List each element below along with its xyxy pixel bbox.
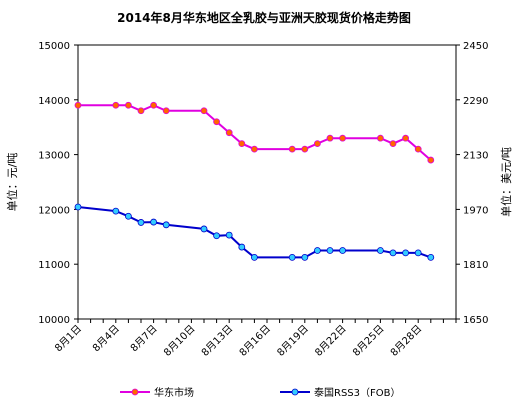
left-tick-label: 11000 <box>38 260 70 271</box>
right-tick-label: 1650 <box>463 315 488 326</box>
data-point <box>250 145 258 153</box>
data-point <box>301 253 309 261</box>
data-point <box>326 134 334 142</box>
data-point <box>402 134 410 142</box>
data-point <box>250 253 258 261</box>
data-point <box>225 231 233 239</box>
data-point <box>238 243 246 251</box>
right-tick-label: 1970 <box>463 205 488 216</box>
data-point <box>339 247 347 254</box>
data-point <box>427 253 435 261</box>
data-point <box>213 232 221 240</box>
data-point <box>200 225 208 233</box>
left-tick-label: 12000 <box>38 205 70 216</box>
data-point <box>326 247 334 254</box>
data-point <box>162 221 170 229</box>
series-layer <box>74 101 435 261</box>
right-tick-label: 2450 <box>463 41 488 52</box>
data-point <box>414 145 422 153</box>
data-point <box>339 134 347 142</box>
data-point <box>288 145 296 153</box>
x-tick-label: 8月13日 <box>199 323 235 359</box>
x-tick-label: 8月16日 <box>237 323 273 359</box>
data-point <box>313 247 321 254</box>
data-point <box>376 134 384 142</box>
left-tick-label: 13000 <box>38 151 70 162</box>
data-point <box>213 118 221 126</box>
data-point <box>313 140 321 148</box>
data-point <box>238 140 246 148</box>
data-point <box>200 107 208 115</box>
data-point <box>402 249 410 257</box>
axes <box>74 44 460 323</box>
left-tick-label: 15000 <box>38 41 70 52</box>
data-point <box>414 249 422 257</box>
data-point <box>376 247 384 254</box>
data-point <box>137 219 145 226</box>
data-point <box>74 203 82 211</box>
data-point <box>389 140 397 148</box>
right-tick-label: 2290 <box>463 96 488 107</box>
right-axis-label: 单位：美元/吨 <box>499 147 513 217</box>
chart-title: 2014年8月华东地区全乳胶与亚洲天胶现货价格走势图 <box>117 10 411 25</box>
x-tick-label: 8月22日 <box>313 323 349 359</box>
series-2 <box>74 203 435 261</box>
x-tick-label: 8月4日 <box>90 323 122 355</box>
x-tick-label: 8月1日 <box>52 323 84 355</box>
x-tick-label: 8月25日 <box>350 323 386 359</box>
x-tick-label: 8月7日 <box>128 323 160 355</box>
data-point <box>389 249 397 257</box>
legend-swatch-marker <box>131 388 139 396</box>
series-1 <box>74 101 435 164</box>
data-point <box>301 145 309 153</box>
data-point <box>162 107 170 115</box>
legend-label: 华东市场 <box>154 386 194 399</box>
data-point <box>150 218 158 226</box>
plot-frame <box>77 44 457 320</box>
left-tick-label: 14000 <box>38 96 70 107</box>
data-point <box>112 207 120 215</box>
x-tick-label: 8月19日 <box>275 323 311 359</box>
data-point <box>288 253 296 261</box>
x-tick-label: 8月10日 <box>161 323 197 359</box>
legend-item-1: 华东市场 <box>120 386 194 399</box>
data-point <box>124 101 132 109</box>
data-point <box>427 156 435 164</box>
data-point <box>225 129 233 137</box>
data-point <box>124 212 132 220</box>
x-tick-label: 8月28日 <box>388 323 424 359</box>
legend-item-2: 泰国RSS3（FOB） <box>280 386 401 399</box>
data-point <box>74 101 82 109</box>
data-point <box>150 101 158 109</box>
data-point <box>137 107 145 115</box>
tick-labels: 10000 11000 12000 13000 14000 15000 1650 1810 19… <box>38 41 488 359</box>
right-tick-label: 1810 <box>463 260 488 271</box>
left-axis-label: 单位：元/吨 <box>5 153 19 212</box>
legend-label: 泰国RSS3（FOB） <box>314 386 401 399</box>
legend: 华东市场 泰国RSS3（FOB） <box>120 386 401 399</box>
legend-swatch-marker <box>291 388 299 396</box>
left-tick-label: 10000 <box>38 315 70 326</box>
data-point <box>112 101 120 109</box>
right-tick-label: 2130 <box>463 151 488 162</box>
